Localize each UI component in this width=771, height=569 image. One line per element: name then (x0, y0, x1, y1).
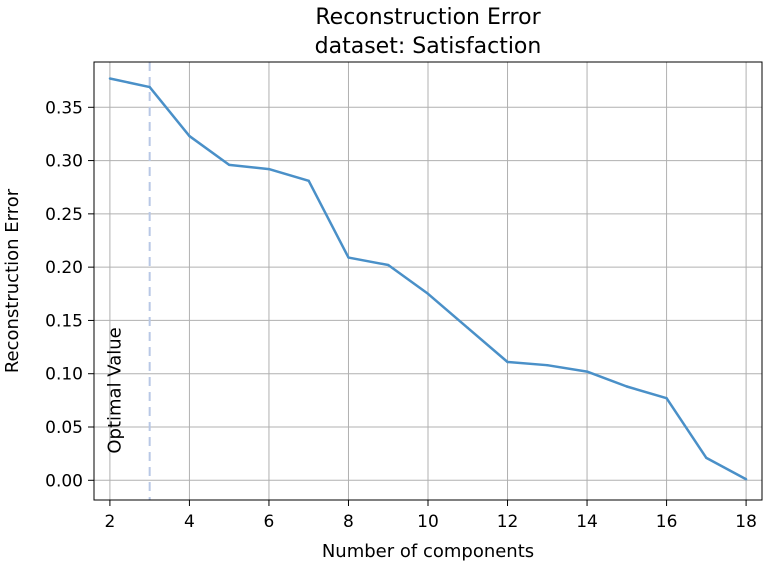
data-point (188, 134, 191, 138)
data-point (227, 163, 231, 167)
data-point (665, 397, 668, 400)
chart-title: Reconstruction Error (315, 5, 541, 30)
x-tick-label: 2 (104, 512, 115, 532)
chart-subtitle: dataset: Satisfaction (315, 34, 542, 59)
y-tick-label: 0.25 (45, 205, 83, 225)
data-point (426, 292, 430, 295)
y-axis-label: Reconstruction Error (2, 188, 23, 373)
x-tick-label: 8 (343, 512, 354, 532)
x-tick-label: 6 (264, 512, 275, 532)
data-point (705, 456, 708, 460)
data-point (625, 385, 629, 388)
x-tick-label: 14 (576, 512, 598, 532)
data-point (466, 326, 469, 330)
x-axis: 2 4 6 8 10 12 14 16 18 (104, 500, 757, 532)
data-point (148, 85, 151, 89)
y-axis: 0.00 0.05 0.10 0.15 0.20 0.25 0.30 0.35 (45, 98, 94, 491)
x-tick-label: 18 (735, 512, 757, 532)
grid (94, 62, 762, 500)
x-tick-label: 10 (417, 512, 439, 532)
data-point (267, 167, 271, 171)
y-tick-label: 0.10 (45, 365, 83, 385)
x-tick-label: 4 (184, 512, 195, 532)
x-tick-label: 16 (656, 512, 678, 532)
data-point (347, 256, 350, 259)
optimal-value-annotation: Optimal Value (104, 62, 151, 500)
data-point (744, 478, 748, 481)
data-point (585, 370, 589, 373)
data-point (387, 263, 390, 267)
y-tick-label: 0.20 (45, 258, 83, 278)
data-point (506, 360, 509, 364)
data-point (546, 363, 549, 367)
x-axis-label: Number of components (322, 541, 534, 562)
series-group (108, 77, 748, 481)
y-tick-label: 0.05 (45, 418, 83, 438)
y-tick-label: 0.35 (45, 98, 83, 118)
y-tick-label: 0.00 (45, 471, 83, 491)
y-tick-label: 0.15 (45, 311, 83, 331)
x-tick-label: 12 (497, 512, 519, 532)
optimal-value-label: Optimal Value (104, 327, 125, 453)
y-tick-label: 0.30 (45, 152, 83, 172)
data-point (108, 77, 112, 80)
data-point (307, 179, 310, 183)
